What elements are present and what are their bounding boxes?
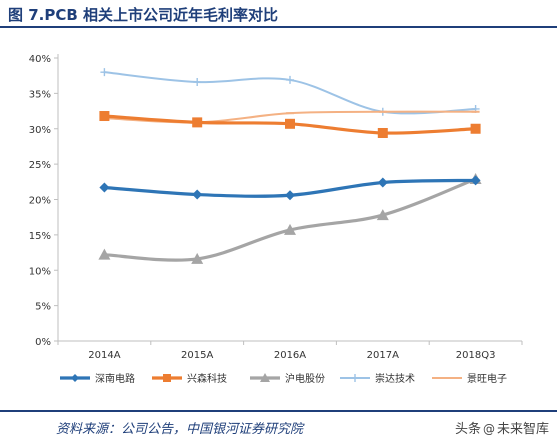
y-tick-label: 0% <box>35 337 51 348</box>
data-point-2-2 <box>192 117 203 128</box>
data-point-2-5 <box>470 123 481 134</box>
y-tick-label: 20% <box>29 196 51 207</box>
chart-title: 图 7.PCB 相关上市公司近年毛利率对比 <box>8 6 279 24</box>
data-point-3-3 <box>284 223 296 235</box>
y-tick-label: 30% <box>29 125 51 136</box>
data-point-1-2 <box>192 189 203 200</box>
legend-label: 兴森科技 <box>187 372 227 385</box>
y-tick-label: 5% <box>35 302 51 313</box>
legend-marker <box>260 373 270 382</box>
y-tick-label: 35% <box>29 89 51 100</box>
x-tick-label: 2017A <box>367 350 399 361</box>
title-divider <box>0 26 557 28</box>
x-tick-label: 2014A <box>88 350 120 361</box>
margin-line-chart: 0% 5% 10% 15% 20% 25% 30% 35% 40% 2014A 2015A 2016A… <box>29 54 523 385</box>
x-tick-label: 2018Q3 <box>456 350 496 361</box>
data-point-3-1 <box>98 248 111 260</box>
data-point-1-1 <box>99 182 110 193</box>
y-tick-label: 15% <box>29 231 51 242</box>
data-point-2-1 <box>99 111 110 122</box>
watermark-account: 未来智库 <box>496 422 549 437</box>
data-point-4-3 <box>286 75 294 84</box>
legend-marker <box>163 374 171 382</box>
data-point-2-3 <box>285 118 295 129</box>
data-point-4-1 <box>100 68 109 77</box>
data-point-3-2 <box>191 252 204 264</box>
data-point-2-4 <box>377 127 388 138</box>
y-tick-label: 10% <box>29 266 51 277</box>
legend-label: 深南电路 <box>95 372 135 385</box>
y-tick-label: 40% <box>29 54 51 65</box>
x-tick-label: 2015A <box>181 350 213 361</box>
legend-label: 崇达技术 <box>375 372 415 385</box>
data-point-1-4 <box>377 177 388 188</box>
data-point-3-4 <box>376 209 389 221</box>
data-point-1-3 <box>285 190 295 201</box>
legend-label: 景旺电子 <box>467 372 507 385</box>
x-tick-label: 2016A <box>274 350 306 361</box>
watermark-platform: 头条 <box>454 422 481 437</box>
data-point-1-5 <box>470 175 481 186</box>
legend-label: 沪电股份 <box>285 372 325 385</box>
data-point-4-2 <box>193 78 202 87</box>
legend-marker <box>71 374 79 382</box>
source-divider <box>0 410 557 412</box>
at-icon: @ <box>482 422 495 436</box>
watermark: 头条 @ 未来智库 <box>455 418 549 437</box>
legend-marker <box>351 374 359 382</box>
y-tick-label: 25% <box>29 160 51 171</box>
source-note: 资料来源：公司公告，中国银河证券研究院 <box>56 422 304 437</box>
